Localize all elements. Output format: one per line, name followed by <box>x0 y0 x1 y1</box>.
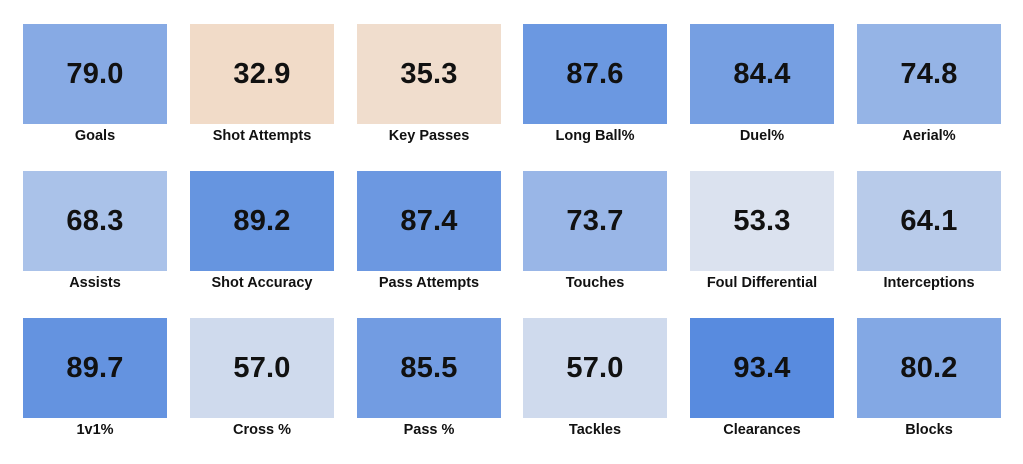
stat-value: 84.4 <box>733 57 791 90</box>
stat-tile: 80.2 <box>857 318 1001 418</box>
stat-label: Touches <box>565 275 625 291</box>
stat-tile: 57.0 <box>190 318 334 418</box>
stat-label: Aerial% <box>902 128 956 144</box>
stat-value: 74.8 <box>900 57 958 90</box>
stat-label: Assists <box>69 275 121 291</box>
stat-value: 53.3 <box>733 204 791 237</box>
stat-value: 89.7 <box>66 351 124 384</box>
stat-value: 57.0 <box>566 351 624 384</box>
stat-label: 1v1% <box>76 422 114 438</box>
stat-tile: 32.9 <box>190 24 334 124</box>
stat-tile: 87.4 <box>357 171 501 271</box>
stat-label: Tackles <box>568 422 622 438</box>
stat-label: Interceptions <box>883 275 975 291</box>
stat-tile: 89.7 <box>23 318 167 418</box>
stat-tile: 87.6 <box>523 24 667 124</box>
stat-label: Pass % <box>403 422 455 438</box>
stat-value: 87.4 <box>400 204 458 237</box>
stat-tile: 89.2 <box>190 171 334 271</box>
stat-label: Pass Attempts <box>378 275 480 291</box>
stat-value: 93.4 <box>733 351 791 384</box>
stat-label: Blocks <box>905 422 953 438</box>
stat-tile: 64.1 <box>857 171 1001 271</box>
stat-value: 85.5 <box>400 351 458 384</box>
stat-label: Cross % <box>232 422 292 438</box>
stat-tile: 35.3 <box>357 24 501 124</box>
stat-value: 73.7 <box>566 204 624 237</box>
stat-value: 32.9 <box>233 57 291 90</box>
stat-label: Key Passes <box>388 128 470 144</box>
stat-tile: 74.8 <box>857 24 1001 124</box>
stat-tile: 85.5 <box>357 318 501 418</box>
stat-value: 87.6 <box>566 57 624 90</box>
stat-value: 80.2 <box>900 351 958 384</box>
stat-value: 79.0 <box>66 57 124 90</box>
stat-label: Shot Accuracy <box>211 275 313 291</box>
stat-tile: 73.7 <box>523 171 667 271</box>
stat-tile: 79.0 <box>23 24 167 124</box>
stat-tile: 57.0 <box>523 318 667 418</box>
stat-value: 64.1 <box>900 204 958 237</box>
stat-value: 89.2 <box>233 204 291 237</box>
stat-label: Long Ball% <box>555 128 635 144</box>
stat-tile: 68.3 <box>23 171 167 271</box>
stat-value: 68.3 <box>66 204 124 237</box>
stat-tile: 84.4 <box>690 24 834 124</box>
stat-label: Clearances <box>723 422 801 438</box>
stat-label: Goals <box>74 128 116 144</box>
stat-label: Foul Differential <box>706 275 818 291</box>
stat-value: 35.3 <box>400 57 458 90</box>
stat-label: Shot Attempts <box>212 128 312 144</box>
stat-tile: 53.3 <box>690 171 834 271</box>
stat-tile: 93.4 <box>690 318 834 418</box>
stat-label: Duel% <box>739 128 785 144</box>
stat-value: 57.0 <box>233 351 291 384</box>
